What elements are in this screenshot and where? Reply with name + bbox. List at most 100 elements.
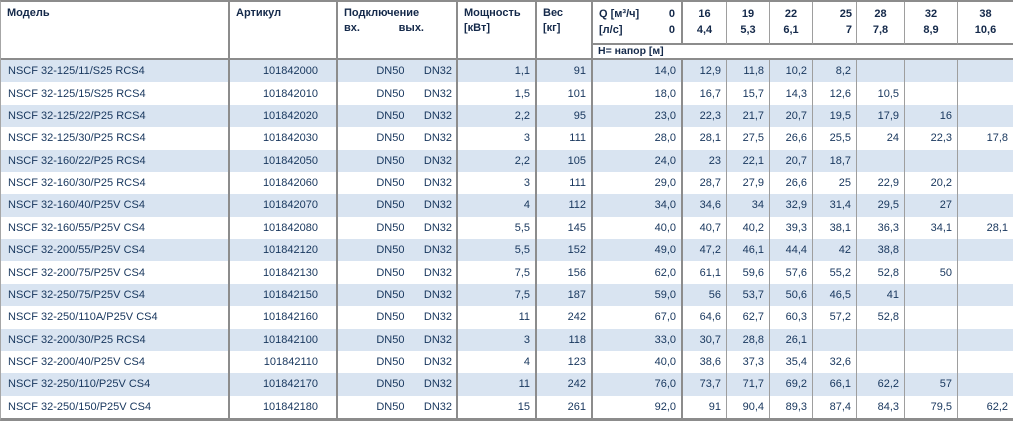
cell-h0: 67,0 bbox=[593, 306, 683, 329]
cell-h25: 18,7 bbox=[813, 149, 857, 172]
cell-connection: DN50 DN32 bbox=[338, 60, 458, 83]
cell-model: NSCF 32-200/30/P25 RCS4 bbox=[1, 328, 230, 351]
cell-h25: 25 bbox=[813, 171, 857, 195]
cell-weight: 112 bbox=[537, 194, 593, 217]
cell-connection: DN50 DN32 bbox=[338, 216, 458, 239]
col-header-flow-25: 25 7 bbox=[813, 2, 857, 45]
cell-h22: 44,4 bbox=[770, 239, 813, 262]
table-row: NSCF 32-125/30/P25 RCS4 101842030 DN50 DN32… bbox=[1, 127, 1013, 150]
cell-inlet: DN50 bbox=[376, 356, 405, 369]
cell-outlet: DN32 bbox=[423, 132, 452, 145]
flow-ls: 4,4 bbox=[696, 24, 713, 36]
cell-article: 101842050 bbox=[230, 149, 338, 172]
cell-weight: 91 bbox=[537, 60, 593, 83]
cell-h32 bbox=[905, 60, 958, 83]
flow-0-ls: 0 bbox=[668, 24, 675, 36]
cell-h19: 90,4 bbox=[727, 395, 770, 418]
cell-model: NSCF 32-250/110A/P25V CS4 bbox=[1, 306, 230, 329]
cell-h32 bbox=[905, 239, 958, 262]
cell-inlet: DN50 bbox=[376, 132, 405, 145]
table-row: NSCF 32-250/75/P25V CS4 101842150 DN50 DN32… bbox=[1, 283, 1013, 307]
table-row: NSCF 32-200/75/P25V CS4 101842130 DN50 DN32… bbox=[1, 261, 1013, 284]
cell-connection: DN50 DN32 bbox=[338, 149, 458, 172]
cell-weight: 187 bbox=[537, 283, 593, 307]
table-row: NSCF 32-125/22/P25 RCS4 101842020 DN50 DN32… bbox=[1, 104, 1013, 128]
head-row-label: Н= напор [м] bbox=[598, 45, 664, 57]
cell-h0: 14,0 bbox=[593, 60, 683, 83]
cell-article: 101842150 bbox=[230, 283, 338, 307]
cell-power: 5,5 bbox=[458, 216, 537, 239]
cell-article: 101842170 bbox=[230, 373, 338, 396]
cell-h38 bbox=[958, 261, 1013, 283]
cell-inlet: DN50 bbox=[376, 333, 405, 346]
cell-article: 101842120 bbox=[230, 239, 338, 262]
cell-h22: 20,7 bbox=[770, 104, 813, 128]
cell-h22: 35,4 bbox=[770, 350, 813, 374]
cell-h16: 91 bbox=[683, 395, 727, 418]
flow-m3h: 16 bbox=[698, 8, 711, 20]
cell-connection: DN50 DN32 bbox=[338, 395, 458, 418]
table-row: NSCF 32-160/40/P25V CS4 101842070 DN50 DN32… bbox=[1, 194, 1013, 217]
cell-outlet: DN32 bbox=[423, 311, 452, 324]
cell-h22: 14,3 bbox=[770, 82, 813, 105]
cell-h38 bbox=[958, 150, 1013, 172]
cell-h16: 23 bbox=[683, 149, 727, 172]
cell-h38 bbox=[958, 60, 1013, 82]
col-header-flow-38: 38 10,6 bbox=[958, 2, 1013, 45]
table-row: NSCF 32-160/55/P25V CS4 101842080 DN50 DN32… bbox=[1, 216, 1013, 239]
cell-h32: 79,5 bbox=[905, 395, 958, 418]
cell-model: NSCF 32-160/40/P25V CS4 bbox=[1, 194, 230, 217]
cell-inlet: DN50 bbox=[376, 221, 405, 234]
cell-h28: 38,8 bbox=[857, 239, 905, 262]
cell-h19: 28,8 bbox=[727, 328, 770, 351]
cell-weight: 95 bbox=[537, 104, 593, 128]
table-row: NSCF 32-200/30/P25 RCS4 101842100 DN50 DN32… bbox=[1, 328, 1013, 351]
cell-article: 101842080 bbox=[230, 216, 338, 239]
cell-inlet: DN50 bbox=[376, 400, 405, 413]
cell-inlet: DN50 bbox=[376, 177, 405, 190]
cell-inlet: DN50 bbox=[376, 109, 405, 122]
flow-ls: 7,8 bbox=[872, 24, 889, 36]
article-label: Артикул bbox=[236, 7, 282, 19]
flow-m3h: 38 bbox=[979, 8, 992, 20]
cell-outlet: DN32 bbox=[423, 154, 452, 167]
flow-m3h: 19 bbox=[741, 8, 755, 20]
inlet-label: вх. bbox=[344, 22, 360, 34]
flow-m3h: 25 bbox=[839, 8, 852, 20]
cell-h25: 19,5 bbox=[813, 104, 857, 128]
cell-h16: 34,6 bbox=[683, 194, 727, 217]
cell-h22: 26,1 bbox=[770, 328, 813, 351]
flow-ls: 7 bbox=[845, 24, 852, 36]
cell-h25: 12,6 bbox=[813, 82, 857, 105]
cell-h28: 22,9 bbox=[857, 171, 905, 195]
flow-0-m3h: 0 bbox=[668, 8, 675, 20]
table-row: NSCF 32-250/110A/P25V CS4 101842160 DN50 DN… bbox=[1, 306, 1013, 329]
cell-h22: 26,6 bbox=[770, 127, 813, 150]
cell-h28: 52,8 bbox=[857, 306, 905, 329]
col-header-flow-32: 32 8,9 bbox=[905, 2, 958, 45]
cell-h32: 16 bbox=[905, 104, 958, 128]
cell-h28: 29,5 bbox=[857, 194, 905, 217]
cell-h32: 27 bbox=[905, 194, 958, 217]
cell-power: 1,1 bbox=[458, 60, 537, 83]
cell-h19: 40,2 bbox=[727, 216, 770, 239]
cell-h25: 87,4 bbox=[813, 395, 857, 418]
cell-outlet: DN32 bbox=[423, 333, 452, 346]
cell-h28: 41 bbox=[857, 283, 905, 307]
cell-power: 3 bbox=[458, 328, 537, 351]
cell-h22: 26,6 bbox=[770, 171, 813, 195]
cell-article: 101842180 bbox=[230, 395, 338, 418]
cell-h28 bbox=[857, 149, 905, 172]
cell-h16: 40,7 bbox=[683, 216, 727, 239]
cell-h19: 71,7 bbox=[727, 373, 770, 396]
cell-article: 101842010 bbox=[230, 82, 338, 105]
power-label: Мощность bbox=[464, 7, 521, 19]
cell-article: 101842020 bbox=[230, 104, 338, 128]
cell-h25: 32,6 bbox=[813, 350, 857, 374]
cell-weight: 242 bbox=[537, 306, 593, 329]
cell-inlet: DN50 bbox=[376, 65, 405, 78]
cell-h0: 33,0 bbox=[593, 328, 683, 351]
cell-outlet: DN32 bbox=[423, 244, 452, 257]
cell-h38 bbox=[958, 239, 1013, 261]
cell-article: 101842000 bbox=[230, 60, 338, 83]
